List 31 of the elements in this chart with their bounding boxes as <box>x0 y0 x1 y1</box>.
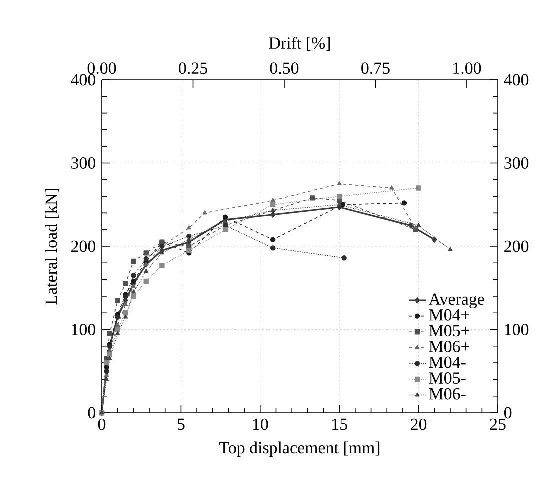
y-tick-label: 300 <box>72 158 96 169</box>
legend-label: Average <box>428 294 484 309</box>
x-tick-label: 25 <box>490 418 506 430</box>
x2-tick-label: 0.00 <box>88 62 116 74</box>
x2-tick-label: 0.25 <box>179 62 208 74</box>
x-axis-title: Top displacement [mm] <box>220 442 380 458</box>
x2-tick-label: 0.75 <box>362 62 390 74</box>
y2-tick-label: 200 <box>504 240 529 252</box>
y-tick-label: 200 <box>72 240 96 252</box>
x2-axis-title: Drift [%] <box>269 36 330 52</box>
legend-label: M04+ <box>429 309 470 321</box>
legend-label: M06+ <box>429 340 470 352</box>
y2-tick-label: 100 <box>505 324 529 336</box>
x-tick-label: 0 <box>98 418 106 430</box>
y2-tick-label: 400 <box>504 74 529 86</box>
y-axis-title: Lateral load [kN] <box>45 188 60 305</box>
y-tick-label: 0 <box>88 407 96 419</box>
legend-label: M05+ <box>429 325 470 337</box>
legend-label: M06- <box>429 388 466 400</box>
x2-tick-label: 1.00 <box>454 62 482 74</box>
x-tick-label: 10 <box>253 418 268 430</box>
y2-tick-label: 300 <box>504 158 529 169</box>
x-tick-label: 5 <box>178 418 185 430</box>
y2-tick-label: 0 <box>504 407 512 419</box>
y-tick-label: 100 <box>72 324 96 336</box>
x-tick-label: 20 <box>411 418 427 430</box>
y-tick-label: 400 <box>71 74 96 86</box>
legend-label: M04- <box>429 356 466 368</box>
legend-label: M05- <box>429 372 466 384</box>
x2-tick-label: 0.50 <box>270 62 299 74</box>
x-tick-label: 15 <box>332 418 348 430</box>
